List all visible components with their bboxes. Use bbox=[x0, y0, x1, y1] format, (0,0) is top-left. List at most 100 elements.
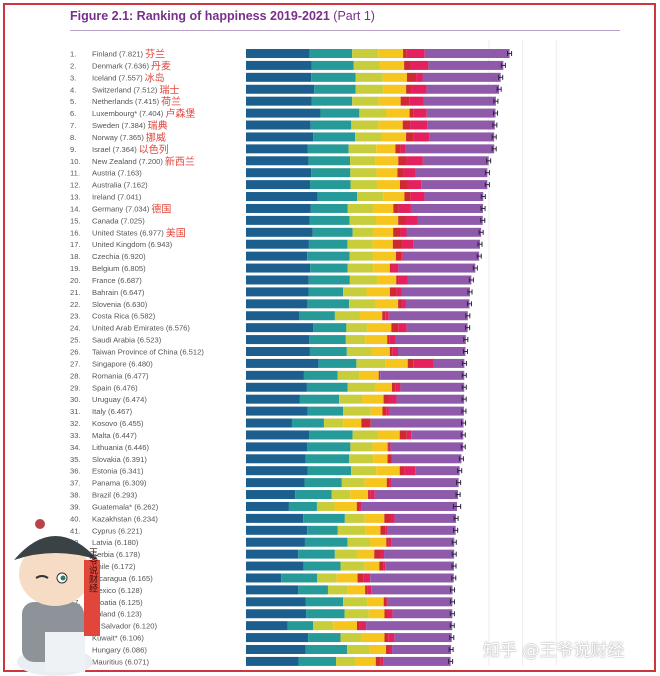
mascot-hat bbox=[14, 536, 98, 560]
bar-segment-healthy-life-expectancy bbox=[340, 561, 365, 571]
bar-segment-social-support bbox=[281, 573, 318, 583]
country-label: Austria (7.163) bbox=[92, 169, 142, 178]
bar-segment-perceptions-of-corruption bbox=[402, 299, 406, 309]
bar-segment-perceptions-of-corruption bbox=[413, 132, 430, 142]
bar-segment-healthy-life-expectancy bbox=[359, 108, 386, 118]
bar-row: 35. Slovakia (6.391) bbox=[70, 454, 464, 464]
bar-segment-healthy-life-expectancy bbox=[349, 251, 374, 261]
country-label: Guatemala* (6.262) bbox=[92, 502, 159, 511]
bar-segment-perceptions-of-corruption bbox=[398, 275, 408, 285]
bar-segment-generosity bbox=[392, 239, 403, 249]
country-label: Romania (6.477) bbox=[92, 371, 149, 380]
bar-segment-gdp-per-capita bbox=[246, 633, 309, 643]
bar-segment-healthy-life-expectancy bbox=[351, 466, 377, 476]
bar-segment-healthy-life-expectancy bbox=[344, 609, 369, 619]
bar-segment-gdp-per-capita bbox=[246, 442, 308, 452]
bar-segment-social-support bbox=[288, 501, 317, 511]
bar-segment-dystopia-residual bbox=[394, 513, 457, 523]
bar-segment-dystopia-residual bbox=[396, 394, 465, 404]
chinese-annotation: 以色列 bbox=[139, 143, 169, 156]
bar-segment-dystopia-residual bbox=[407, 275, 472, 285]
rank-label: 11. bbox=[70, 169, 80, 178]
bar-segment-healthy-life-expectancy bbox=[355, 132, 382, 142]
mascot-illustration: 王爷说财经 bbox=[14, 519, 100, 676]
bar-segment-dystopia-residual bbox=[405, 144, 495, 154]
bar-segment-generosity bbox=[409, 108, 414, 118]
country-label: Kosovo (6.455) bbox=[92, 419, 144, 428]
bar-segment-generosity bbox=[382, 311, 386, 321]
chinese-annotation: 德国 bbox=[151, 202, 171, 215]
bar-segment-healthy-life-expectancy bbox=[331, 490, 351, 500]
bar-segment-social-support bbox=[303, 370, 338, 380]
bar-segment-freedom bbox=[350, 490, 369, 500]
bar-segment-social-support bbox=[287, 621, 314, 631]
country-label: Kuwait* (6.106) bbox=[92, 634, 144, 643]
bar-segment-gdp-per-capita bbox=[246, 323, 314, 333]
bar-segment-freedom bbox=[381, 132, 407, 142]
rank-label: 10. bbox=[70, 157, 81, 166]
bar-segment-gdp-per-capita bbox=[246, 609, 307, 619]
title-divider bbox=[70, 30, 620, 31]
bar-row: 52.Mauritius (6.071) bbox=[70, 656, 454, 666]
bar-row: 32. Kosovo (6.455) bbox=[70, 418, 467, 428]
watermark: 知乎 @王爷说财经 bbox=[483, 641, 625, 661]
bar-segment-generosity bbox=[404, 192, 411, 202]
bar-segment-healthy-life-expectancy bbox=[349, 275, 378, 285]
bar-segment-freedom bbox=[369, 537, 387, 547]
bar-segment-gdp-per-capita bbox=[246, 430, 310, 440]
bar-segment-freedom bbox=[333, 621, 358, 631]
country-label: Canada (7.025) bbox=[92, 216, 145, 225]
rank-label: 12. bbox=[70, 181, 81, 190]
bar-segment-dystopia-residual bbox=[424, 192, 484, 202]
bar-segment-freedom bbox=[378, 120, 403, 130]
bar-segment-generosity bbox=[402, 120, 411, 130]
bar-segment-healthy-life-expectancy bbox=[347, 263, 374, 273]
country-label: Serbia (6.178) bbox=[92, 550, 141, 559]
country-label: Saudi Arabia (6.523) bbox=[92, 336, 162, 345]
bar-row: 33. Malta (6.447) bbox=[70, 430, 466, 440]
country-label: Taiwan Province of China (6.512) bbox=[92, 348, 204, 357]
bar-row: 28. Romania (6.477) bbox=[70, 370, 467, 380]
rank-label: 36. bbox=[70, 467, 81, 476]
rank-label: 8. bbox=[70, 133, 76, 142]
chinese-annotation: 挪威 bbox=[146, 131, 166, 144]
bar-segment-freedom bbox=[374, 382, 392, 392]
bar-segment-freedom bbox=[368, 609, 385, 619]
bar-segment-dystopia-residual bbox=[388, 406, 464, 416]
bar-segment-healthy-life-expectancy bbox=[352, 49, 379, 58]
bar-segment-gdp-per-capita bbox=[246, 203, 311, 213]
bar-segment-perceptions-of-corruption bbox=[395, 382, 401, 392]
bar-segment-freedom bbox=[364, 513, 385, 523]
bar-segment-freedom bbox=[347, 585, 366, 595]
bar-segment-healthy-life-expectancy bbox=[352, 430, 379, 440]
bar-segment-perceptions-of-corruption bbox=[389, 645, 393, 654]
bar-segment-perceptions-of-corruption bbox=[370, 490, 375, 500]
bar-segment-dystopia-residual bbox=[402, 251, 480, 261]
bar-segment-perceptions-of-corruption bbox=[385, 311, 389, 321]
bar-segment-healthy-life-expectancy bbox=[348, 144, 377, 154]
bar-segment-social-support bbox=[299, 311, 335, 321]
bar-segment-healthy-life-expectancy bbox=[347, 239, 373, 249]
country-label: Slovenia (6.630) bbox=[92, 300, 148, 309]
rank-label: 29. bbox=[70, 383, 81, 392]
bar-segment-healthy-life-expectancy bbox=[337, 525, 366, 535]
bar-segment-perceptions-of-corruption bbox=[389, 478, 392, 488]
bar-segment-social-support bbox=[307, 251, 350, 261]
bar-segment-dystopia-residual bbox=[410, 203, 484, 213]
bar-segment-perceptions-of-corruption bbox=[391, 263, 399, 273]
bar-segment-gdp-per-capita bbox=[246, 370, 304, 380]
bar-row: 30. Uruguay (6.474) bbox=[70, 394, 467, 404]
country-label: Mexico (6.128) bbox=[92, 586, 143, 595]
title-subtitle: (Part 1) bbox=[333, 9, 375, 23]
bar-segment-social-support bbox=[307, 442, 351, 452]
bar-segment-social-support bbox=[303, 513, 345, 523]
bar-row: 42.Latvia (6.180) bbox=[70, 537, 457, 547]
bar-segment-gdp-per-capita bbox=[246, 347, 310, 356]
bar-row: 9. Israel (7.364) 以色列 bbox=[70, 143, 497, 156]
country-label: Switzerland (7.512) bbox=[92, 85, 158, 94]
bar-segment-healthy-life-expectancy bbox=[339, 394, 363, 404]
bar-segment-healthy-life-expectancy bbox=[337, 370, 360, 380]
bar-segment-healthy-life-expectancy bbox=[350, 180, 378, 190]
bar-segment-social-support bbox=[306, 382, 348, 392]
bar-segment-freedom bbox=[385, 358, 408, 368]
